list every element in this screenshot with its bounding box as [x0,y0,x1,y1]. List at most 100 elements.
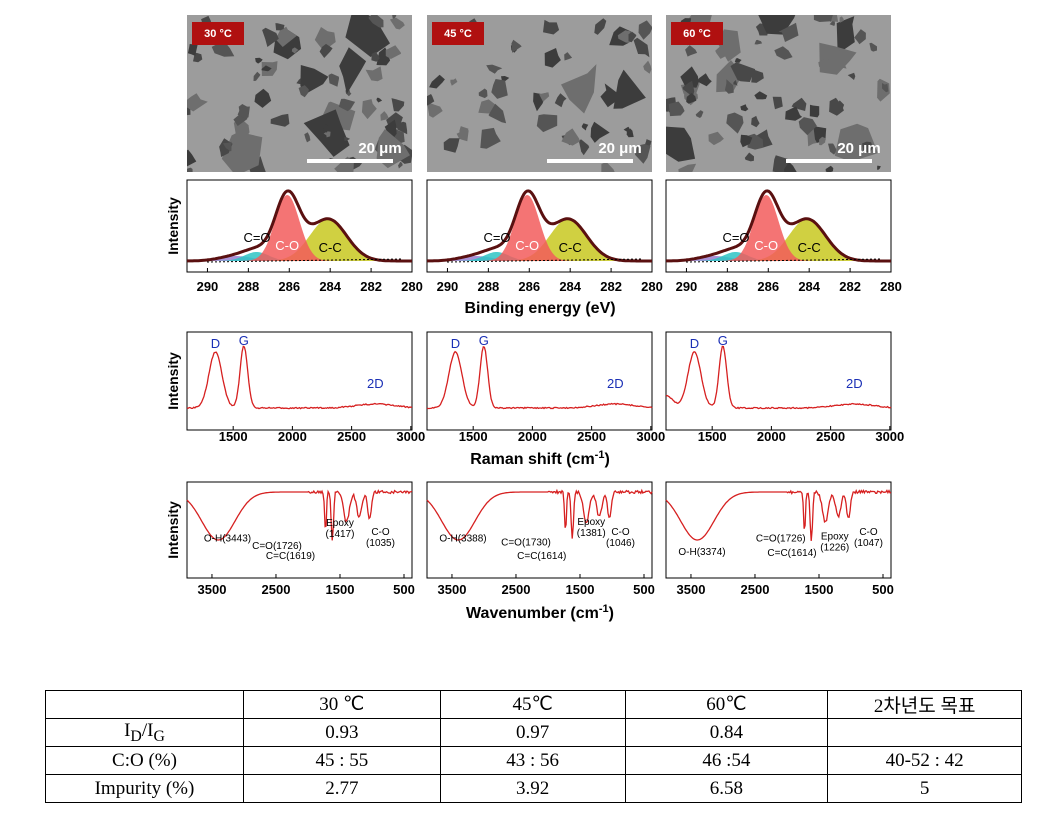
plot-frame [186,481,413,579]
x-tick-label: 3000 [636,429,665,444]
header-row: 30 ℃ 45℃ 60℃ 2차년도 목표 [45,690,1022,719]
peak-label: D [451,336,460,351]
flake [450,78,458,86]
flake [319,43,333,58]
x-tick-label: 3000 [396,429,425,444]
flake [601,161,615,172]
label-part: -1 [599,603,609,615]
flake [813,15,833,22]
x-tick-label: 3500 [677,582,706,597]
x-tick-label: 2500 [741,582,770,597]
flake [818,58,831,70]
ftir-spectrum [186,489,413,541]
flake [809,104,820,118]
label-line: C=C(1619) [266,551,315,562]
x-tick-label: 290 [437,279,459,294]
flake [304,132,311,143]
flake [734,58,742,63]
x-tick-label: 1500 [219,429,248,444]
flake [380,111,389,121]
x-tick-label: 3000 [875,429,904,444]
component [427,195,652,261]
cell: 46 :54 [624,746,829,775]
flakes [427,18,652,172]
label-part: -1 [595,449,605,461]
flake [253,71,261,81]
sem-label: 30 °C [204,28,232,40]
cell: 0.93 [242,718,441,747]
x-tick-label: 282 [360,279,382,294]
table-row: Impurity (%) 2.77 3.92 6.58 5 [45,774,1022,803]
peak-label: C-O (1046) [606,527,635,549]
scale-label: 20 μm [598,140,641,157]
flake [291,47,299,54]
x-tick-label: 500 [872,582,894,597]
label-part: Impurity (%) [94,777,195,799]
flake [339,47,367,94]
x-tick-label: 2500 [577,429,606,444]
flake [819,136,826,146]
peak-label: C=O [722,230,749,245]
x-tick-label: 500 [393,582,415,597]
x-tick-label: 3500 [438,582,467,597]
x-tick-label: 284 [559,279,581,294]
flake [338,98,356,112]
peak-label: O-H(3388) [439,534,486,545]
results-table: 30 ℃ 45℃ 60℃ 2차년도 목표 ID/IG 0.93 0.97 0.84 C:O (%… [45,690,1022,803]
flake [754,91,768,100]
component [187,195,412,261]
x-tick-label: 1500 [459,429,488,444]
x-tick-label: 284 [319,279,341,294]
flake [847,72,856,80]
label-line: O-H(3443) [204,534,251,545]
flake [480,127,501,149]
flake [836,16,855,52]
header-cell: 60℃ [624,690,829,719]
flake [581,123,589,131]
flake [486,64,503,74]
flake [772,96,783,110]
label-line: (1381) [577,528,606,539]
label-line: Epoxy [577,517,605,528]
x-tick-label: 2500 [816,429,845,444]
peak-label: C=C(1619) [266,551,315,562]
peak-label: Epoxy (1381) [577,517,606,539]
label-box [671,22,723,45]
flake [222,141,232,152]
table-row: C:O (%) 45 : 55 43 : 56 46 :54 40-52 : 42 [45,746,1022,775]
flake [275,23,285,31]
header-cell: 2차년도 목표 [827,690,1022,719]
label-part: Wavenumber (cm [466,605,599,622]
flake [730,62,756,82]
label-line: O-H(3374) [678,547,725,558]
label-box [432,22,484,45]
label-line: Epoxy [821,532,849,543]
x-tick-label: 280 [880,279,902,294]
flake [478,88,488,99]
flake [371,51,380,62]
flake [511,39,522,53]
flake [772,155,791,172]
plot-frame [426,331,653,431]
flake [544,48,561,68]
flake [398,161,403,169]
x-tick-label: 282 [839,279,861,294]
peak-label: O-H(3374) [678,547,725,558]
flake [751,115,760,128]
flake [323,124,328,133]
plot-frame [426,481,653,579]
label-part: C:O (%) [112,749,177,771]
label-line: (1046) [606,538,635,549]
flake [323,131,331,138]
cell: 40-52 : 42 [827,746,1022,775]
flake [666,126,696,162]
x-tick-label: 280 [641,279,663,294]
flake [854,29,866,45]
peak-label: C-O [754,238,778,253]
peak-label: G [479,333,489,348]
cell: 6.58 [624,774,829,803]
flake [668,101,685,117]
x-axis-label: Raman shift (cm-1) [470,449,610,468]
flake [825,165,834,172]
flake [543,19,560,35]
